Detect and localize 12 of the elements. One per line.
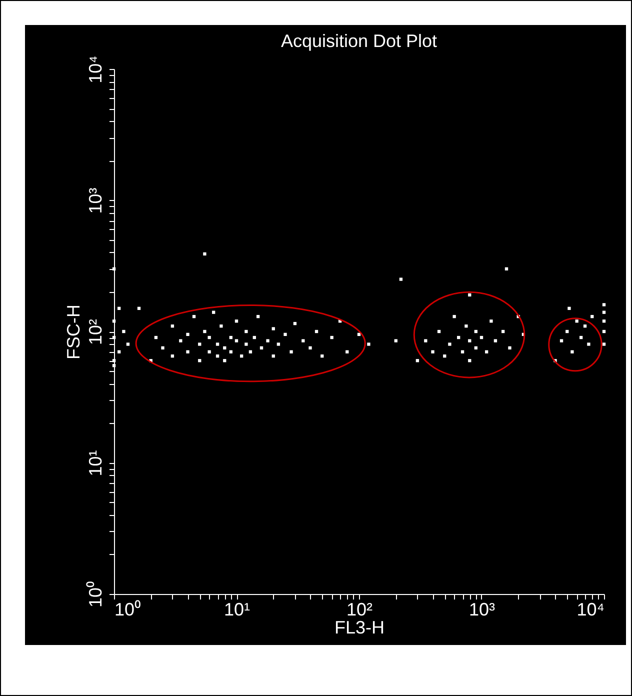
x-tick-label: 10²: [346, 600, 373, 620]
y-tick-label: 10³: [86, 188, 106, 214]
y-tick-label: 10²: [86, 318, 106, 346]
x-tick-label: 10⁴: [576, 600, 604, 620]
x-axis-title: FL3-H: [334, 618, 385, 638]
chart-title: Acquisition Dot Plot: [280, 31, 438, 52]
y-axis-title: FSC-H: [64, 304, 84, 360]
x-tick-label: 10⁰: [114, 600, 141, 620]
y-tick-label: 10⁴: [86, 56, 106, 84]
y-tick-label: 10¹: [86, 450, 106, 476]
x-tick-label: 10³: [468, 600, 496, 620]
x-tick-label: 10¹: [224, 600, 250, 620]
